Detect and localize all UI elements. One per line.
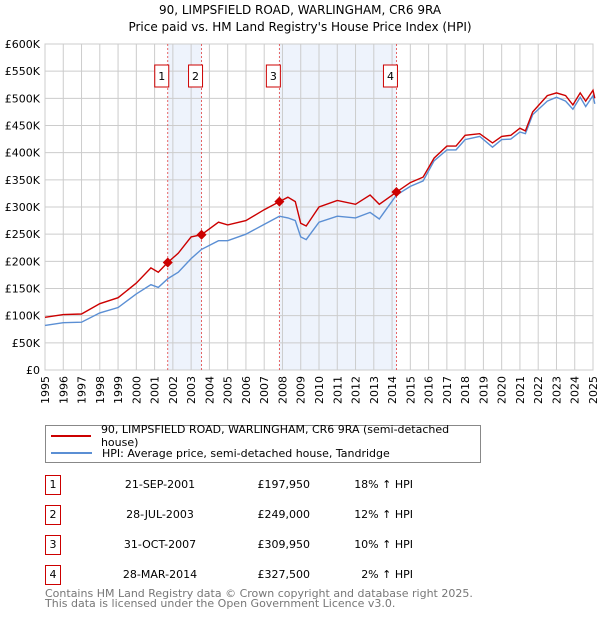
- x-tick-label: 2001: [149, 376, 162, 404]
- hpi-line: [44, 93, 596, 327]
- table-row: 1 21-SEP-2001 £197,950 18% ↑ HPI: [45, 475, 465, 495]
- sale-price: £197,950: [257, 478, 311, 491]
- x-tick-label: 2004: [203, 376, 216, 404]
- chart-subtitle: Price paid vs. HM Land Registry's House …: [128, 20, 471, 34]
- y-tick-label: £0: [26, 364, 40, 377]
- x-tick-label: 2014: [386, 376, 399, 404]
- chart-title: 90, LIMPSFIELD ROAD, WARLINGHAM, CR6 9RA: [159, 3, 442, 17]
- x-tick-label: 2006: [240, 376, 253, 404]
- hpi-diff: 2% ↑ HPI: [361, 568, 413, 581]
- y-tick-label: £500K: [5, 92, 41, 105]
- table-row: 2 28-JUL-2003 £249,000 12% ↑ HPI: [45, 505, 465, 525]
- legend-label: HPI: Average price, semi-detached house,…: [102, 446, 390, 460]
- legend-item-hpi: HPI: Average price, semi-detached house,…: [46, 445, 390, 461]
- x-tick-label: 1995: [39, 376, 52, 404]
- x-tick-label: 2003: [185, 376, 198, 404]
- sale-price: £327,500: [257, 568, 311, 581]
- sale-label-box: [188, 64, 204, 88]
- sale-date: 28-JUL-2003: [126, 508, 194, 521]
- sale-price: £249,000: [257, 508, 311, 521]
- x-tick-label: 2011: [331, 376, 344, 404]
- y-tick-label: £550K: [5, 65, 41, 78]
- x-tick-label: 2022: [532, 376, 545, 404]
- x-tick-label: 1997: [76, 376, 89, 404]
- table-row: 3 31-OCT-2007 £309,950 10% ↑ HPI: [45, 535, 465, 555]
- sale-label-box: [265, 64, 281, 88]
- y-tick-label: £50K: [12, 337, 41, 350]
- sale-label: 1: [158, 70, 165, 83]
- sale-label: 4: [387, 70, 394, 83]
- sale-date: 28-MAR-2014: [122, 568, 198, 581]
- x-tick-label: 1999: [112, 376, 125, 404]
- x-tick-label: 2025: [587, 376, 600, 404]
- sale-number: 3: [45, 535, 61, 555]
- sale-number: 1: [45, 475, 61, 495]
- hpi-diff: 18% ↑ HPI: [354, 478, 413, 491]
- sale-label-box: [382, 64, 398, 88]
- plot-border: [44, 43, 594, 371]
- sale-point: [162, 257, 173, 268]
- x-tick-label: 2000: [130, 376, 143, 404]
- y-tick-label: £450K: [5, 120, 41, 133]
- legend-item-property: 90, LIMPSFIELD ROAD, WARLINGHAM, CR6 9RA…: [46, 423, 480, 449]
- y-tick-label: £100K: [5, 310, 41, 323]
- x-tick-label: 2023: [550, 376, 563, 404]
- hpi-diff: 10% ↑ HPI: [354, 538, 413, 551]
- x-tick-label: 2010: [313, 376, 326, 404]
- y-tick-label: £250K: [5, 228, 41, 241]
- price-chart: 90, LIMPSFIELD ROAD, WARLINGHAM, CR6 9RA…: [5, 3, 600, 404]
- sale-price: £309,950: [257, 538, 311, 551]
- sale-number: 4: [45, 565, 61, 585]
- red-line-swatch: [51, 435, 91, 437]
- sale-label: 3: [270, 70, 277, 83]
- y-tick-label: £150K: [5, 283, 41, 296]
- footer-line: This data is licensed under the Open Gov…: [45, 597, 396, 610]
- x-tick-label: 2021: [514, 376, 527, 404]
- blue-line-swatch: [51, 452, 92, 454]
- x-tick-label: 2020: [496, 376, 509, 404]
- footer-line: Contains HM Land Registry data © Crown c…: [45, 587, 473, 600]
- legend: 90, LIMPSFIELD ROAD, WARLINGHAM, CR6 9RA…: [45, 423, 481, 463]
- x-tick-label: 2017: [441, 376, 454, 404]
- x-tick-label: 2019: [477, 376, 490, 404]
- x-tick-label: 1998: [94, 376, 107, 404]
- legend-label: 90, LIMPSFIELD ROAD, WARLINGHAM, CR6 9RA…: [100, 423, 450, 449]
- x-tick-label: 2015: [404, 376, 417, 404]
- x-tick-label: 2007: [258, 376, 271, 404]
- y-tick-label: £600K: [5, 38, 41, 51]
- x-tick-label: 2018: [459, 376, 472, 404]
- sale-point: [391, 187, 402, 198]
- x-tick-label: 2005: [222, 376, 235, 404]
- y-tick-label: £350K: [5, 174, 41, 187]
- x-tick-label: 2016: [423, 376, 436, 404]
- x-tick-label: 2002: [167, 376, 180, 404]
- sale-label: 2: [192, 70, 199, 83]
- x-tick-label: 2012: [350, 376, 363, 404]
- x-tick-label: 2008: [276, 376, 289, 404]
- sale-point: [196, 229, 207, 240]
- x-tick-label: 2024: [569, 376, 582, 404]
- x-tick-label: 2009: [295, 376, 308, 404]
- x-tick-label: 1996: [57, 376, 70, 404]
- sale-label-box: [154, 64, 170, 88]
- sale-number: 2: [45, 505, 61, 525]
- sale-date: 21-SEP-2001: [124, 478, 196, 491]
- sale-point: [274, 196, 285, 207]
- x-tick-label: 2013: [368, 376, 381, 404]
- y-tick-label: £200K: [5, 255, 41, 268]
- y-tick-label: £300K: [5, 201, 41, 214]
- y-tick-label: £400K: [5, 147, 41, 160]
- footer: Contains HM Land Registry data © Crown c…: [45, 587, 473, 610]
- hpi-diff: 12% ↑ HPI: [354, 508, 413, 521]
- table-row: 4 28-MAR-2014 £327,500 2% ↑ HPI: [45, 565, 465, 585]
- sale-date: 31-OCT-2007: [123, 538, 197, 551]
